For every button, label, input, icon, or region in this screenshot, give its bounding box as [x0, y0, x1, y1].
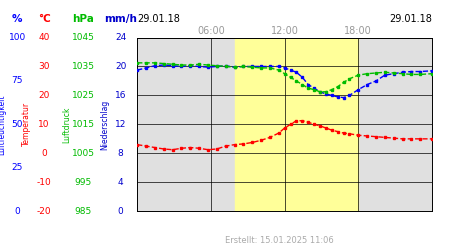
Text: %: %: [12, 14, 22, 24]
Text: Niederschlag: Niederschlag: [100, 99, 109, 150]
Text: 29.01.18: 29.01.18: [389, 14, 432, 24]
Text: -20: -20: [37, 207, 51, 216]
Text: Luftfeuchtigkeit: Luftfeuchtigkeit: [0, 94, 6, 154]
Text: 20: 20: [115, 62, 126, 71]
Text: 50: 50: [11, 120, 23, 129]
Text: 1035: 1035: [72, 62, 95, 71]
Text: 985: 985: [75, 207, 92, 216]
Text: 1045: 1045: [72, 33, 94, 42]
Text: 995: 995: [75, 178, 92, 187]
Text: 100: 100: [9, 33, 26, 42]
Text: 25: 25: [11, 163, 23, 172]
Text: mm/h: mm/h: [104, 14, 137, 24]
Text: 20: 20: [38, 91, 50, 100]
Text: Erstellt: 15.01.2025 11:06: Erstellt: 15.01.2025 11:06: [225, 236, 333, 245]
Text: hPa: hPa: [72, 14, 94, 24]
Bar: [235, 38, 358, 211]
Text: °C: °C: [38, 14, 50, 24]
Text: 29.01.18: 29.01.18: [137, 14, 180, 24]
Text: 4: 4: [118, 178, 123, 187]
Text: 16: 16: [115, 91, 126, 100]
Text: 75: 75: [11, 76, 23, 86]
Text: Temperatur: Temperatur: [22, 102, 31, 146]
Text: 40: 40: [38, 33, 50, 42]
Text: 1005: 1005: [72, 149, 95, 158]
Text: 10: 10: [38, 120, 50, 129]
Text: 1025: 1025: [72, 91, 94, 100]
Text: 8: 8: [118, 149, 123, 158]
Text: 1015: 1015: [72, 120, 95, 129]
Text: 12: 12: [115, 120, 126, 129]
Text: 0: 0: [14, 207, 20, 216]
Text: -10: -10: [37, 178, 51, 187]
Text: 24: 24: [115, 33, 126, 42]
Text: Luftdruck: Luftdruck: [62, 106, 71, 142]
Text: 0: 0: [41, 149, 47, 158]
Text: 0: 0: [118, 207, 123, 216]
Text: 30: 30: [38, 62, 50, 71]
